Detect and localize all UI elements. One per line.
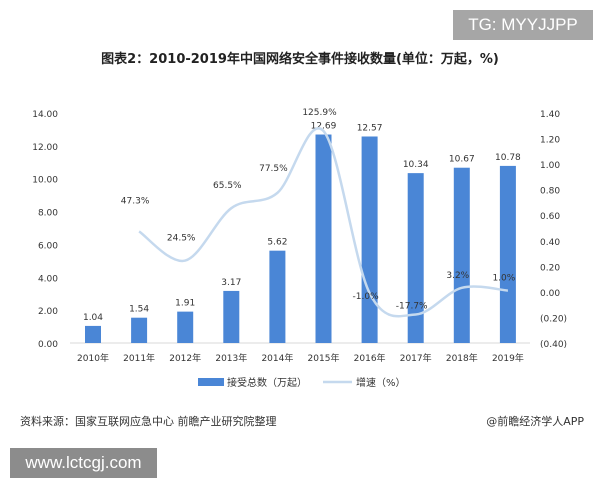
left-tick-label: 12.00	[32, 143, 58, 153]
bar	[315, 134, 332, 343]
left-tick-label: 0.00	[38, 340, 58, 350]
x-tick-label: 2013年	[215, 352, 247, 364]
x-tick-label: 2019年	[492, 352, 524, 364]
line-label: -17.7%	[396, 302, 428, 312]
credit: @前瞻经济学人APP	[486, 415, 584, 428]
x-tick-label: 2017年	[400, 352, 432, 364]
line-label: 65.5%	[213, 181, 242, 191]
chart: 0.00 2.00 4.00 6.00 8.00 10.00 12.00 14.00 (0.40…	[32, 108, 567, 389]
line-label: -1.0%	[353, 292, 380, 302]
left-tick-label: 2.00	[38, 307, 58, 317]
x-tick-label: 2018年	[446, 352, 478, 364]
left-tick-label: 6.00	[38, 241, 58, 251]
watermark-top: TG: MYYJJPP	[453, 10, 593, 40]
bar-label: 5.62	[267, 238, 287, 248]
line-label: 24.5%	[167, 234, 196, 244]
line-label: 3.2%	[446, 271, 469, 281]
bar-label: 1.04	[83, 313, 103, 323]
bar	[85, 325, 101, 343]
right-tick-label: (0.40)	[540, 340, 567, 350]
bar-label: 10.78	[495, 153, 521, 163]
x-tick-label: 2011年	[123, 352, 155, 364]
x-tick-label: 2015年	[308, 352, 340, 364]
bar	[453, 167, 470, 343]
left-tick-label: 4.00	[38, 274, 58, 284]
bar	[499, 165, 516, 343]
watermark-bottom: www.lctcgj.com	[10, 448, 157, 478]
x-tick-label: 2014年	[261, 352, 293, 364]
bar	[223, 290, 240, 343]
source-note: 资料来源：国家互联网应急中心 前瞻产业研究院整理	[20, 415, 277, 428]
bar	[177, 311, 194, 343]
legend-bar-label: 接受总数（万起）	[227, 376, 307, 389]
bar	[269, 250, 286, 343]
right-tick-label: 1.40	[540, 110, 560, 120]
x-tick-label: 2012年	[169, 352, 201, 364]
right-tick-label: (0.20)	[540, 314, 567, 324]
legend-line-label: 增速（%）	[356, 376, 406, 389]
bar-label: 1.54	[129, 305, 149, 315]
left-tick-label: 8.00	[38, 209, 58, 219]
bar-label: 1.91	[175, 299, 195, 309]
bar-label: 10.67	[449, 155, 475, 165]
legend-bar-swatch	[198, 378, 224, 386]
right-tick-label: 0.40	[540, 238, 560, 248]
growth-line	[138, 127, 509, 318]
bar-label: 12.69	[311, 122, 337, 132]
line-label: 77.5%	[259, 164, 288, 174]
x-tick-label: 2016年	[354, 352, 386, 364]
line-label: 1.0%	[492, 274, 515, 284]
right-tick-label: 0.80	[540, 187, 560, 197]
bar-label: 10.34	[403, 160, 429, 170]
chart-title: 图表2：2010-2019年中国网络安全事件接收数量(单位：万起，%)	[101, 52, 499, 67]
right-tick-label: 0.00	[540, 289, 560, 299]
line-label: 47.3%	[121, 196, 150, 206]
right-tick-label: 0.20	[540, 263, 560, 273]
right-tick-label: 1.00	[540, 161, 560, 171]
line-label: 125.9%	[302, 108, 337, 118]
right-tick-label: 1.20	[540, 136, 560, 146]
right-tick-label: 0.60	[540, 212, 560, 222]
left-tick-label: 10.00	[32, 176, 58, 186]
bar-label: 12.57	[357, 123, 383, 133]
left-tick-label: 14.00	[32, 110, 58, 120]
bar-label: 3.17	[221, 278, 241, 288]
x-tick-label: 2010年	[77, 352, 109, 364]
bar	[131, 317, 148, 343]
bar	[361, 136, 378, 343]
bar	[407, 173, 424, 343]
